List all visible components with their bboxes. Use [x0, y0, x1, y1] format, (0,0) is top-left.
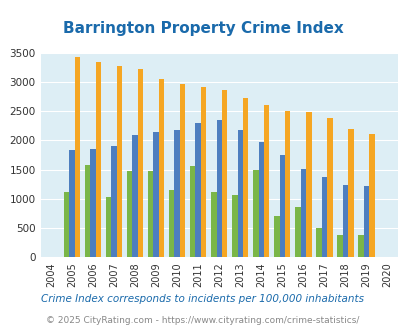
- Bar: [222, 90, 227, 257]
- Bar: [368, 134, 374, 257]
- Bar: [294, 207, 300, 257]
- Bar: [158, 79, 164, 257]
- Bar: [117, 66, 122, 257]
- Bar: [242, 98, 248, 257]
- Bar: [200, 87, 206, 257]
- Bar: [321, 177, 326, 257]
- Bar: [216, 120, 222, 257]
- Bar: [263, 105, 269, 257]
- Bar: [342, 185, 347, 257]
- Bar: [211, 192, 216, 257]
- Bar: [195, 123, 200, 257]
- Bar: [111, 146, 117, 257]
- Bar: [132, 135, 138, 257]
- Bar: [148, 171, 153, 257]
- Bar: [336, 235, 342, 257]
- Bar: [127, 171, 132, 257]
- Bar: [168, 190, 174, 257]
- Bar: [75, 57, 80, 257]
- Bar: [326, 118, 332, 257]
- Bar: [305, 113, 311, 257]
- Bar: [190, 166, 195, 257]
- Bar: [237, 130, 242, 257]
- Bar: [347, 129, 353, 257]
- Bar: [315, 228, 321, 257]
- Text: Crime Index corresponds to incidents per 100,000 inhabitants: Crime Index corresponds to incidents per…: [41, 294, 364, 304]
- Text: Barrington Property Crime Index: Barrington Property Crime Index: [62, 21, 343, 36]
- Bar: [64, 192, 69, 257]
- Bar: [153, 132, 158, 257]
- Bar: [85, 165, 90, 257]
- Bar: [174, 130, 179, 257]
- Bar: [258, 142, 263, 257]
- Text: © 2025 CityRating.com - https://www.cityrating.com/crime-statistics/: © 2025 CityRating.com - https://www.city…: [46, 316, 359, 325]
- Bar: [357, 235, 363, 257]
- Bar: [90, 149, 96, 257]
- Bar: [232, 195, 237, 257]
- Bar: [252, 170, 258, 257]
- Bar: [284, 111, 290, 257]
- Bar: [363, 186, 368, 257]
- Bar: [138, 69, 143, 257]
- Bar: [179, 84, 185, 257]
- Bar: [106, 197, 111, 257]
- Bar: [279, 154, 284, 257]
- Bar: [96, 62, 101, 257]
- Bar: [300, 169, 305, 257]
- Bar: [69, 150, 75, 257]
- Bar: [273, 216, 279, 257]
